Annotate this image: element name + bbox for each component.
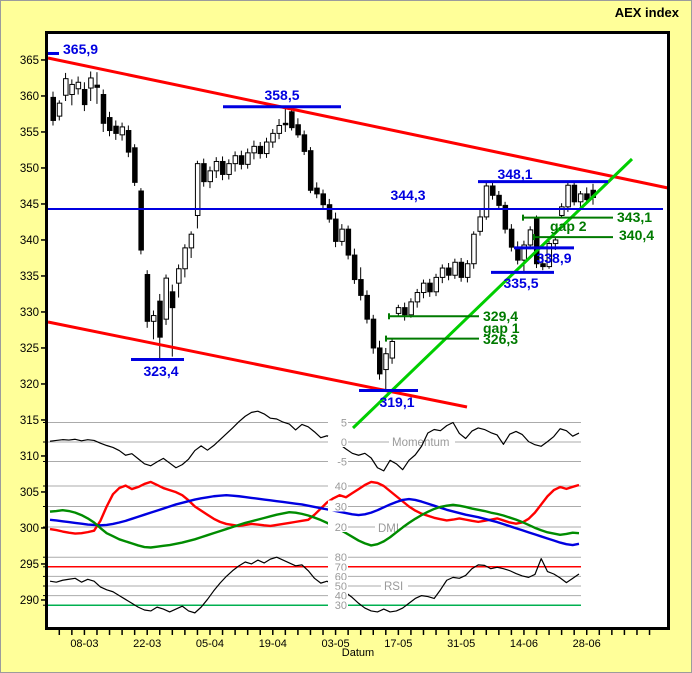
level-label: 326,3 (483, 331, 518, 347)
y-tick-label: 320 (20, 379, 39, 391)
y-tick-label: 325 (20, 343, 39, 355)
y-axis: 365 360 355 350 345 340 335 330 325 320 315 310 305 3… (20, 55, 46, 607)
y-tick-label: 300 (20, 523, 39, 535)
x-tick-label: 05-04 (196, 638, 224, 650)
x-tick-label: 08-03 (70, 638, 98, 650)
rising-trendline (351, 157, 634, 430)
level-label: 343,1 (617, 209, 652, 225)
trendlines (47, 56, 669, 430)
support-trendline-lower (47, 320, 468, 409)
y-tick-label: 290 (20, 595, 39, 607)
momentum-line (49, 410, 580, 472)
indicator-scale-label: -5 (337, 457, 347, 469)
y-tick-label: 365 (20, 55, 39, 67)
level-label: 319,1 (379, 394, 414, 410)
indicator-scale-label: 40 (335, 481, 347, 493)
plot-area (48, 34, 667, 627)
level-label: 335,5 (503, 275, 538, 291)
y-tick-label: 295 (20, 559, 39, 571)
x-tick-label: 19-04 (259, 638, 287, 650)
level-label: 323,4 (143, 363, 178, 379)
x-tick-label: 14-06 (510, 638, 538, 650)
level-label: 329,4 (483, 308, 518, 324)
panel-title: DMI (378, 523, 399, 535)
x-tick-label: 31-05 (447, 638, 475, 650)
panel-title: RSI (384, 581, 403, 593)
y-tick-label: 335 (20, 271, 39, 283)
panel-title: Momentum (392, 437, 450, 449)
x-tick-label: 22-03 (133, 638, 161, 650)
page-title: AEX index (614, 5, 679, 20)
y-tick-label: 305 (20, 487, 39, 499)
plot-border (45, 31, 670, 630)
y-tick-label: 350 (20, 163, 39, 175)
dmi-blue-line (49, 494, 580, 547)
panel-dmi: DMI 40 30 20 (49, 480, 580, 549)
y-tick-label: 330 (20, 307, 39, 319)
level-label: 344,3 (390, 187, 425, 203)
level-markers: 365,9 358,5 348,1 344,3 343,1 340,4 338,9 335,5… (48, 41, 663, 410)
level-label: 340,4 (619, 227, 654, 243)
y-tick-label: 345 (20, 199, 39, 211)
indicator-scale-label: 30 (335, 502, 347, 514)
indicator-scale-label: 20 (335, 522, 347, 534)
indicator-scale-label: 5 (341, 418, 347, 430)
level-label: 338,9 (536, 250, 571, 266)
indicator-scale-label: 0 (341, 437, 347, 449)
gap-label: gap 2 (550, 218, 587, 234)
level-label: 348,1 (497, 166, 532, 182)
resistance-trendline-upper (47, 56, 669, 190)
candlestick-series (50, 71, 596, 391)
y-tick-label: 355 (20, 127, 39, 139)
y-tick-label: 315 (20, 415, 39, 427)
rsi-line (49, 556, 580, 614)
level-label: 358,5 (264, 87, 299, 103)
x-axis-title: Datum (341, 647, 375, 659)
indicator-scale-label: 30 (335, 600, 347, 612)
y-tick-label: 360 (20, 91, 39, 103)
y-tick-label: 310 (20, 451, 39, 463)
x-tick-label: 28-06 (573, 638, 601, 650)
x-tick-label: 17-05 (384, 638, 412, 650)
y-tick-label: 340 (20, 235, 39, 247)
panel-momentum: Momentum 5 0 -5 (49, 410, 580, 472)
level-label: 365,9 (63, 41, 98, 57)
x-tick-label: 03-05 (321, 638, 349, 650)
dmi-green-line (49, 503, 580, 549)
x-axis: 08-03 22-03 05-04 19-04 03-05 17-05 31-05 14-06… (58, 630, 651, 650)
gap-label: gap 1 (483, 320, 520, 336)
